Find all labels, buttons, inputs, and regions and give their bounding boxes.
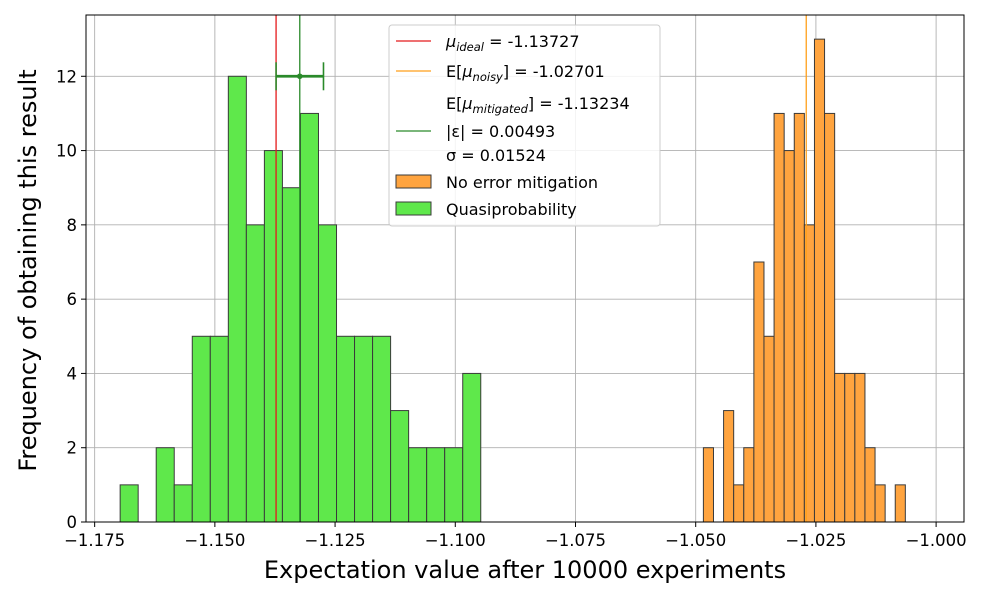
plot-frame [85,14,965,523]
x-tick-label: −1.125 [305,531,366,550]
histogram-bar [155,447,175,523]
legend-label-quasi: Quasiprobability [446,200,577,219]
histogram-bar [864,447,876,523]
series-1 [119,75,482,523]
legend-label-mitigated: E[μmitigated] = -1.13234 [446,94,630,116]
error-bar-center [296,73,303,80]
histogram-bar [372,335,392,523]
histogram-bar [753,261,765,523]
x-tick-label: −1.000 [906,531,967,550]
legend-label-ideal: μideal = -1.13727 [445,32,580,54]
y-axis-title: Frequency of obtaining this result [14,69,42,471]
series-0 [702,38,906,523]
x-tick-label: −1.175 [64,531,125,550]
histogram-bar [191,335,211,523]
histogram-bar [390,410,410,523]
x-axis-title: Expectation value after 10000 experiment… [264,556,786,584]
axis-ticks: −1.175 −1.150 −1.125 −1.100 −1.075 −1.050 −1.0… [56,67,967,550]
histogram-bar [702,447,714,523]
legend-patch-quasi [395,201,432,216]
y-tick-label: 6 [67,290,78,309]
histogram-bar [844,372,856,523]
legend-label-noisy: E[μnoisy] = -1.02701 [446,62,605,84]
histogram-bar [723,410,735,523]
x-tick-label: −1.075 [545,531,606,550]
histogram-bar [227,75,247,523]
histogram-bar [824,112,836,523]
histogram-bar [119,484,139,523]
legend-label-error: |ε| = 0.00493 [446,122,555,141]
histogram-bar [733,484,745,523]
histogram-bar [874,484,886,523]
histogram-bar [281,187,301,523]
x-tick-label: −1.100 [425,531,486,550]
x-tick-label: −1.050 [665,531,726,550]
histogram-bar [793,112,805,523]
reference-lines [275,15,807,522]
y-tick-label: 8 [67,216,78,235]
histogram-bar [444,447,464,523]
error-bar [275,62,325,91]
histogram-bar [854,372,866,523]
histogram-bar [813,38,826,523]
histogram-bar [173,484,193,523]
legend-box [388,24,661,227]
histogram-bar [834,372,846,523]
histogram-bar [426,447,446,523]
histogram-bars [119,38,906,523]
histogram-bar [743,447,755,523]
legend: μideal = -1.13727 E[μnoisy] = -1.02701 E[μ… [388,24,661,227]
histogram-bar [209,335,229,523]
histogram-bar [763,335,775,523]
y-tick-label: 12 [56,67,77,86]
y-tick-label: 0 [67,513,78,532]
histogram-bar [263,150,283,523]
x-tick-label: −1.025 [785,531,846,550]
histogram-bar [354,335,374,523]
histogram-bar [783,150,795,523]
x-tick-label: −1.150 [184,531,245,550]
histogram-bar [336,335,356,523]
legend-label-no-mitigation: No error mitigation [446,173,598,192]
y-tick-label: 2 [67,439,78,458]
y-tick-label: 4 [67,364,78,383]
histogram-bar [299,112,319,523]
y-tick-label: 10 [56,142,77,161]
legend-label-sigma: σ = 0.01524 [446,146,546,165]
histogram-bar [408,447,428,523]
histogram-bar [894,484,906,523]
histogram-bar [773,112,785,523]
legend-patch-no-mitigation [395,174,432,189]
histogram-bar [317,224,338,523]
histogram-bar [462,372,482,523]
histogram-bar [245,224,265,523]
